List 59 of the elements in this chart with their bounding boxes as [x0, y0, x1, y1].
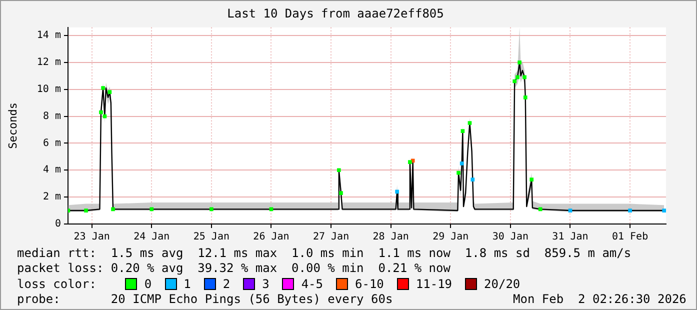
text: probe: 20 ICMP Echo Pings (56 Bytes) every 60s	[17, 292, 393, 307]
point	[395, 190, 399, 194]
y-tick-label: 10 m	[36, 84, 61, 95]
point	[470, 178, 475, 182]
point	[538, 207, 542, 212]
text: median rtt: 1.5 ms avg 12.1 ms max 1.0 ms min 1.1 ms now 1.8 ms sd 859.5 m am/s	[17, 246, 632, 261]
x-tick-label: 25 Jan	[193, 232, 230, 243]
text: packet loss: 0.20 % avg 39.32 % max 0.00 % min 0.21 % now	[17, 261, 450, 276]
point	[662, 208, 666, 212]
x-tick-label: 24 Jan	[134, 232, 170, 243]
legend-label: 11-19	[416, 277, 452, 291]
x-tick-label: 31 Jan	[552, 232, 588, 243]
y-axis-title: Seconds	[6, 102, 20, 149]
point	[518, 60, 522, 64]
point	[460, 161, 464, 166]
point	[516, 75, 520, 80]
legend-label: 6-10	[355, 277, 384, 291]
x-tick-label: 27 Jan	[312, 232, 350, 243]
point	[339, 191, 343, 195]
y-tick-label: 4 m	[42, 164, 61, 176]
x-tick-label: 28 Jan	[372, 232, 409, 243]
point	[408, 160, 412, 164]
y-tick-label: 8 m	[42, 110, 61, 122]
point	[111, 207, 115, 212]
point	[84, 208, 88, 212]
x-tick-label: 26 Jan	[253, 232, 290, 243]
point	[210, 207, 214, 212]
point	[150, 207, 154, 212]
x-tick-label: 23 Jan	[74, 232, 110, 243]
point	[523, 96, 528, 100]
y-tick-label: 0	[54, 218, 61, 230]
legend-title: loss color:	[17, 277, 98, 291]
y-tick-label: 6 m	[42, 138, 61, 149]
point	[460, 129, 465, 133]
point	[628, 208, 632, 212]
y-tick-label: 14 m	[36, 30, 61, 42]
point	[522, 75, 526, 80]
x-tick-label: 29 Jan	[432, 232, 469, 243]
legend-label: 4-5	[301, 277, 323, 291]
chart-title: Last 10 Days from aaae72eff805	[227, 6, 444, 20]
text: Mon Feb 2 02:26:30 2026	[513, 292, 686, 307]
x-tick-label: 01 Feb	[612, 232, 648, 243]
point	[337, 168, 341, 172]
point	[101, 86, 105, 90]
legend-label: 20/20	[484, 277, 520, 291]
legend-label: 0	[144, 277, 152, 291]
x-tick-label: 30 Jan	[492, 232, 528, 243]
legend-label: 2	[222, 277, 230, 291]
point	[108, 90, 112, 94]
point	[99, 110, 103, 114]
y-tick-label: 2 m	[42, 192, 61, 203]
point	[468, 121, 472, 125]
point	[512, 79, 517, 84]
point	[530, 178, 534, 182]
y-tick-label: 12 m	[36, 57, 61, 68]
legend-label: 1	[184, 277, 191, 291]
point	[456, 170, 460, 175]
point	[568, 208, 572, 212]
legend-label: 3	[262, 277, 270, 291]
